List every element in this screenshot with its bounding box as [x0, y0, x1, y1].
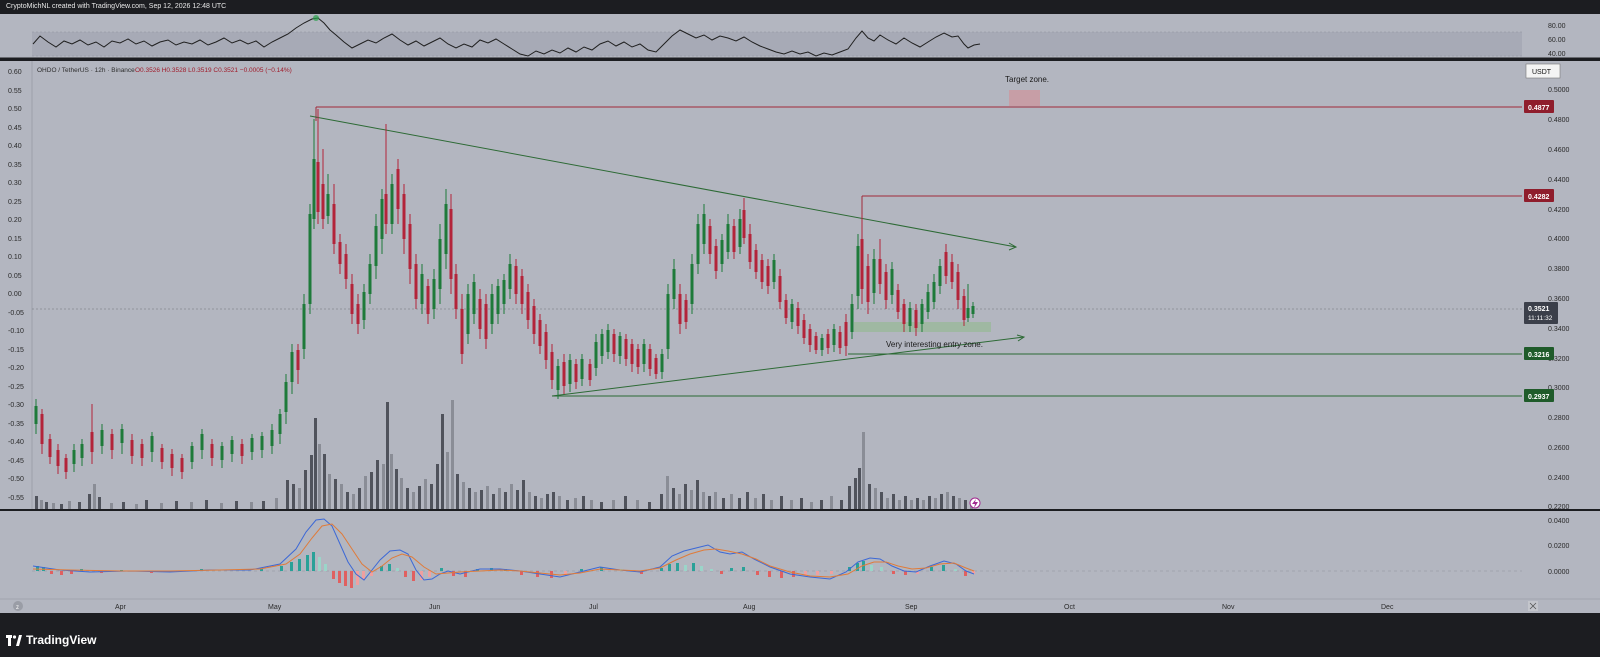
price-tick: 0.2800: [1548, 415, 1570, 422]
price-badge-s2[interactable]: 0.2937: [1524, 389, 1554, 402]
left-tick: 0.45: [8, 125, 22, 132]
price-badge-text: 0.4877: [1528, 105, 1550, 112]
rsi-tick: 40.00: [1548, 51, 1566, 58]
time-axis: [0, 599, 1600, 613]
price-tick: 0.4800: [1548, 117, 1570, 124]
price-tick: 0.2600: [1548, 445, 1570, 452]
macd-tick: 0.0400: [1548, 518, 1570, 525]
currency-button[interactable]: [1525, 63, 1561, 79]
time-label: Oct: [1064, 604, 1075, 611]
left-tick: -0.50: [8, 476, 24, 483]
time-label: Nov: [1222, 604, 1235, 611]
time-label: Jun: [429, 604, 440, 611]
svg-text:z: z: [16, 605, 19, 611]
symbol-info: OHDO / TetherUS · 12h · Binance: [37, 67, 135, 74]
price-tick: 0.3600: [1548, 296, 1570, 303]
countdown-text: 11:11:32: [1528, 315, 1553, 322]
left-tick: 0.60: [8, 69, 22, 76]
left-tick: 0.50: [8, 106, 22, 113]
header-text: CryptoMichNL created with TradingView.co…: [6, 3, 227, 10]
price-tick: 0.4200: [1548, 207, 1570, 214]
price-badge-text: 0.2937: [1528, 394, 1550, 401]
lower-trendline[interactable]: [551, 336, 1025, 397]
price-tick: 0.4600: [1548, 147, 1570, 154]
price-badge-text: 0.3521: [1528, 306, 1550, 313]
left-tick: 0.30: [8, 180, 22, 187]
time-label: Dec: [1381, 604, 1394, 611]
price-tick: 0.5000: [1548, 87, 1570, 94]
price-tick: 0.3200: [1548, 356, 1570, 363]
left-tick: -0.30: [8, 402, 24, 409]
left-tick: 0.00: [8, 291, 22, 298]
left-tick: -0.15: [8, 347, 24, 354]
time-label: Sep: [905, 604, 918, 611]
left-tick: -0.35: [8, 421, 24, 428]
left-tick: -0.40: [8, 439, 24, 446]
time-axis-labels: Apr May Jun Jul Aug Sep Oct Nov Dec: [115, 604, 1394, 611]
currency-button-label: USDT: [1532, 69, 1552, 76]
left-tick: 0.05: [8, 273, 22, 280]
entry-zone-label: Very interesting entry zone.: [886, 340, 983, 349]
price-axis: 0.5000 0.4800 0.4600 0.4400 0.4200 0.400…: [1548, 87, 1570, 511]
chart-area[interactable]: 80.00 60.00 40.00 0.60 0.55 0.50 0.45 0.…: [0, 14, 1600, 627]
rsi-tick: 60.00: [1548, 37, 1566, 44]
left-tick: 0.15: [8, 236, 22, 243]
rsi-line: [32, 17, 981, 57]
price-tick: 0.4000: [1548, 236, 1570, 243]
macd-tick: 0.0200: [1548, 543, 1570, 550]
left-tick: 0.40: [8, 143, 22, 150]
footer-bar: TradingView: [0, 627, 1600, 657]
header-bar: CryptoMichNL created with TradingView.co…: [0, 0, 1600, 14]
time-label: Apr: [115, 604, 127, 611]
left-tick: 0.10: [8, 254, 22, 261]
left-tick: -0.45: [8, 458, 24, 465]
price-tick: 0.2400: [1548, 475, 1570, 482]
left-tick: -0.10: [8, 328, 24, 335]
rsi-tick: 80.00: [1548, 23, 1566, 30]
left-tick: -0.55: [8, 495, 24, 502]
time-label: Jul: [589, 604, 598, 611]
z-icon[interactable]: z: [13, 601, 23, 611]
left-tick: 0.25: [8, 199, 22, 206]
price-badge-s1[interactable]: 0.3216: [1524, 347, 1554, 360]
price-tick: 0.3000: [1548, 385, 1570, 392]
expand-icon[interactable]: [1528, 601, 1538, 611]
left-tick: -0.25: [8, 384, 24, 391]
price-tick: 0.4400: [1548, 177, 1570, 184]
target-zone-box[interactable]: [1009, 90, 1040, 106]
candles: [34, 109, 975, 479]
left-tick: -0.05: [8, 310, 24, 317]
price-pane: [0, 61, 1600, 510]
lightning-icon[interactable]: [969, 497, 981, 509]
macd-pane: [0, 511, 1600, 599]
signal-line: [32, 523, 975, 578]
left-tick: 0.20: [8, 217, 22, 224]
price-badge-text: 0.3216: [1528, 352, 1550, 359]
left-tick: 0.55: [8, 88, 22, 95]
tradingview-logo-text: TradingView: [26, 633, 97, 647]
price-badge-text: 0.4282: [1528, 194, 1550, 201]
price-badge-r2[interactable]: 0.4282: [1524, 189, 1554, 202]
price-tick: 0.3800: [1548, 266, 1570, 273]
price-tick: 0.3400: [1548, 326, 1570, 333]
time-label: May: [268, 604, 282, 611]
macd-tick: 0.0000: [1548, 569, 1570, 576]
ohlc-values: O0.3526 H0.3528 L0.3519 C0.3521 −0.0005 …: [135, 67, 292, 74]
price-badge-current[interactable]: 0.3521 11:11:32: [1524, 302, 1558, 324]
tradingview-icon: [6, 634, 22, 646]
price-badge-r1[interactable]: 0.4877: [1524, 100, 1554, 113]
tradingview-logo[interactable]: TradingView: [6, 633, 96, 647]
volume-bars: [35, 400, 973, 510]
target-zone-label: Target zone.: [1005, 75, 1049, 84]
time-label: Aug: [743, 604, 756, 611]
left-axis: 0.60 0.55 0.50 0.45 0.40 0.35 0.30 0.25 …: [8, 69, 24, 502]
left-tick: 0.35: [8, 162, 22, 169]
price-tick: 0.2200: [1548, 504, 1570, 511]
left-tick: -0.20: [8, 365, 24, 372]
upper-trendline[interactable]: [309, 115, 1017, 248]
